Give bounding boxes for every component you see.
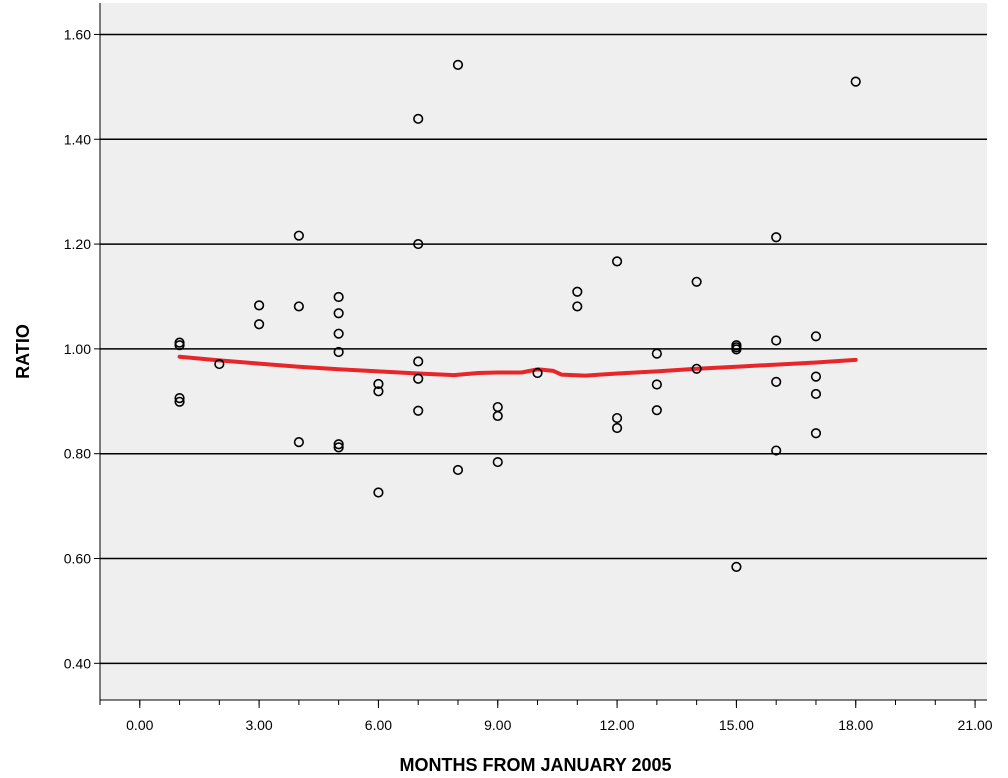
data-point (731, 561, 742, 572)
data-point (333, 308, 344, 319)
data-point (333, 439, 344, 450)
data-point (771, 335, 782, 346)
data-point (771, 376, 782, 387)
x-tick-label: 3.00 (245, 717, 272, 733)
data-point (333, 346, 344, 358)
x-tick-label: 12.00 (600, 717, 635, 733)
data-point (492, 410, 503, 422)
data-point (373, 386, 384, 397)
data-point (254, 319, 265, 330)
data-point (333, 442, 344, 453)
data-point (413, 113, 424, 124)
data-point (572, 286, 583, 297)
data-point (333, 328, 344, 339)
y-tick-label: 1.60 (64, 26, 91, 42)
gridlines (100, 33, 987, 665)
data-point (691, 276, 702, 287)
data-point (452, 464, 464, 476)
x-tick-label: 6.00 (365, 717, 392, 733)
y-tick-label: 1.00 (64, 341, 91, 357)
data-point (532, 367, 543, 379)
data-point (413, 356, 424, 367)
y-tick-label: 1.20 (64, 236, 91, 252)
data-point (810, 331, 822, 342)
data-point (651, 348, 662, 359)
plot-area (100, 3, 987, 700)
data-point (254, 300, 265, 311)
data-point (413, 405, 424, 416)
data-point (651, 379, 662, 390)
data-point (731, 344, 742, 355)
x-axis-title: MONTHS FROM JANUARY 2005 (399, 755, 671, 775)
data-point (293, 301, 304, 312)
data-point (771, 445, 782, 456)
data-point (572, 301, 583, 312)
data-point (333, 291, 344, 303)
data-point (293, 437, 304, 448)
x-axis: 0.00 3.00 6.00 9.00 12.00 15.00 18.00 21.00 (99, 699, 993, 733)
y-axis: 0.40 0.60 0.80 1.00 1.20 1.40 1.60 (64, 3, 101, 700)
y-axis-title: RATIO (13, 324, 33, 379)
data-point (850, 76, 861, 87)
data-point (214, 358, 225, 370)
data-point (771, 232, 782, 243)
data-point (452, 59, 464, 70)
data-points (174, 59, 861, 572)
data-point (810, 428, 822, 439)
data-point (413, 238, 424, 250)
data-point (174, 396, 185, 407)
data-point (611, 412, 623, 424)
y-tick-label: 0.60 (64, 551, 91, 567)
y-tick-label: 0.40 (64, 655, 91, 671)
x-tick-label: 0.00 (126, 717, 153, 733)
data-point (293, 230, 304, 241)
x-tick-label: 9.00 (484, 717, 511, 733)
data-point (611, 422, 623, 434)
x-tick-label: 21.00 (958, 717, 993, 733)
x-tick-label: 18.00 (838, 717, 873, 733)
data-point (810, 388, 822, 400)
data-point (611, 256, 623, 267)
data-point (373, 378, 384, 390)
data-point (174, 340, 185, 351)
data-point (691, 363, 702, 374)
data-point (174, 393, 185, 404)
y-tick-label: 1.40 (64, 131, 91, 147)
data-point (492, 456, 503, 468)
y-tick-label: 0.80 (64, 446, 91, 462)
data-point (810, 371, 822, 382)
trend-line (177, 354, 858, 378)
data-point (373, 487, 384, 498)
x-tick-label: 15.00 (719, 717, 754, 733)
data-point (651, 405, 662, 416)
data-point (413, 373, 424, 384)
